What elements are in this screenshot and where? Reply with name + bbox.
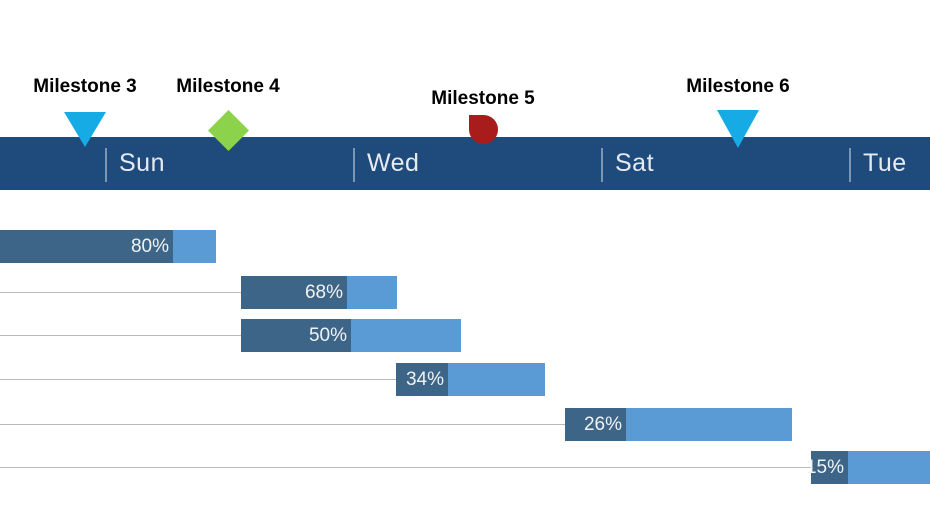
teardrop-icon[interactable] bbox=[468, 115, 498, 144]
milestone-label: Milestone 6 bbox=[686, 76, 790, 97]
tick-line bbox=[353, 148, 355, 182]
task-percent-label: 80% bbox=[130, 235, 169, 257]
task-row: 26% bbox=[0, 408, 930, 441]
task-row: 68% bbox=[0, 276, 930, 309]
task-bar[interactable]: 26% bbox=[565, 408, 792, 441]
task-row: 15% bbox=[0, 451, 930, 484]
task-bar-complete: 26% bbox=[565, 408, 626, 441]
task-bar-remaining bbox=[347, 276, 397, 309]
task-percent-label: 68% bbox=[304, 281, 343, 303]
task-bar[interactable]: 68% bbox=[241, 276, 397, 309]
task-bar-remaining bbox=[448, 363, 545, 396]
tick-line bbox=[601, 148, 603, 182]
triangle-down-icon[interactable] bbox=[64, 112, 106, 147]
task-bar[interactable]: 80% bbox=[0, 230, 216, 263]
task-bar[interactable]: 15% bbox=[806, 451, 930, 484]
task-bar-complete: 50% bbox=[241, 319, 351, 352]
task-percent-label: 50% bbox=[308, 324, 347, 346]
task-bar-remaining bbox=[351, 319, 461, 352]
task-bar-remaining bbox=[848, 451, 930, 484]
row-gridline bbox=[0, 334, 241, 336]
task-bar-remaining bbox=[173, 230, 216, 263]
tick-line bbox=[849, 148, 851, 182]
day-label: Tue bbox=[863, 149, 907, 177]
task-percent-label: 26% bbox=[583, 413, 622, 435]
day-label: Sat bbox=[615, 149, 655, 177]
task-bar[interactable]: 34% bbox=[396, 363, 545, 396]
task-row: 34% bbox=[0, 363, 930, 396]
milestone-label: Milestone 4 bbox=[176, 76, 280, 97]
task-bar-complete: 68% bbox=[241, 276, 347, 309]
task-bar-remaining bbox=[626, 408, 792, 441]
task-percent-label: 15% bbox=[805, 456, 844, 478]
task-bar-complete: 80% bbox=[0, 230, 173, 263]
task-bar[interactable]: 50% bbox=[241, 319, 461, 352]
timeline-header: Sun Wed Sat Tue bbox=[0, 137, 930, 190]
task-bar-complete: 15% bbox=[806, 451, 848, 484]
row-gridline bbox=[0, 466, 811, 468]
row-gridline bbox=[0, 423, 565, 425]
day-label: Sun bbox=[119, 149, 165, 177]
tick-line bbox=[105, 148, 107, 182]
task-percent-label: 34% bbox=[405, 368, 444, 390]
milestone-label: Milestone 5 bbox=[431, 88, 535, 109]
row-gridline bbox=[0, 291, 241, 293]
day-label: Wed bbox=[367, 149, 420, 177]
task-bar-complete: 34% bbox=[396, 363, 448, 396]
milestone-label: Milestone 3 bbox=[33, 76, 137, 97]
task-row: 50% bbox=[0, 319, 930, 352]
row-gridline bbox=[0, 378, 396, 380]
task-row: 80% bbox=[0, 230, 930, 263]
triangle-down-icon[interactable] bbox=[717, 110, 759, 148]
